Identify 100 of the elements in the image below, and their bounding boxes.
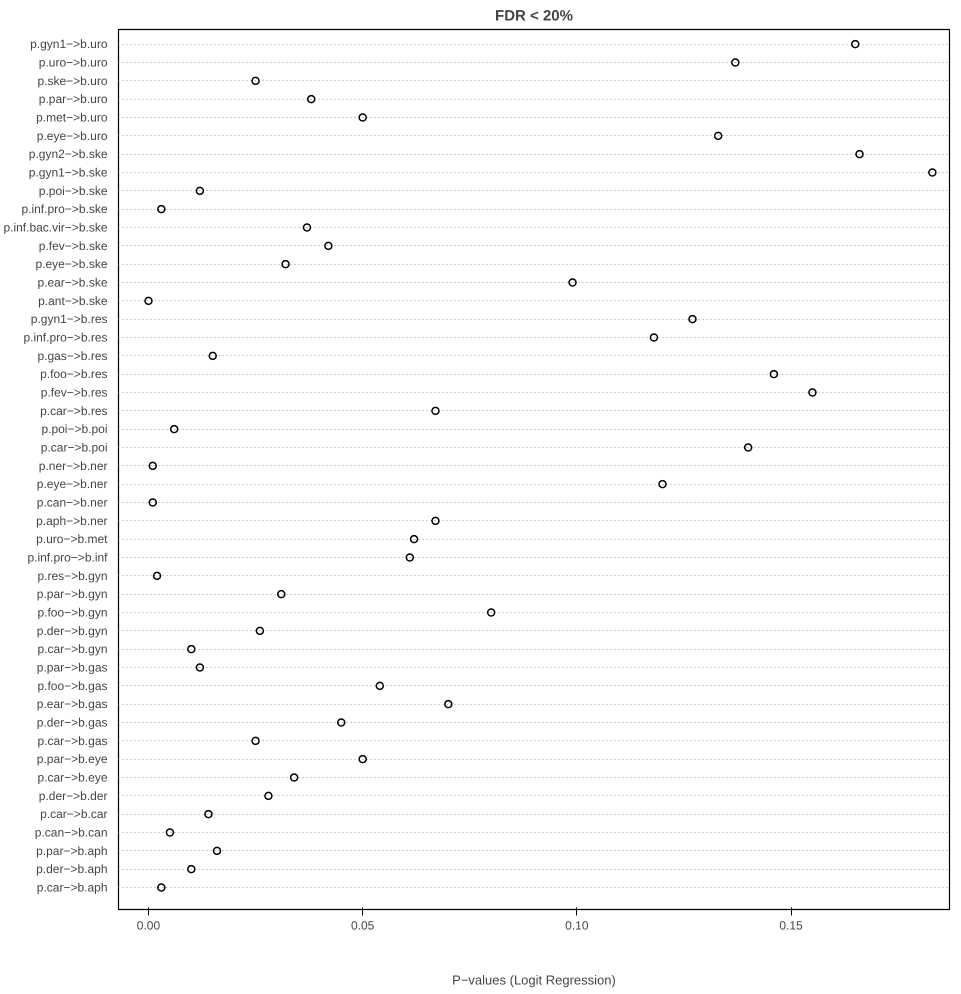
y-tick-label: p.gyn2−>b.ske <box>28 147 108 162</box>
y-tick-label: p.car−>b.gas <box>37 734 108 748</box>
y-tick-label: p.car−>b.gyn <box>37 642 108 656</box>
point <box>358 754 367 764</box>
point <box>808 388 817 397</box>
point <box>358 113 367 122</box>
y-tick-label: p.ear−>b.ske <box>37 276 108 290</box>
point <box>157 204 166 214</box>
point <box>714 132 722 140</box>
y-tick-label: p.fev−>b.ske <box>38 238 108 253</box>
point <box>144 296 153 306</box>
point <box>731 58 740 67</box>
y-tick-label: p.ner−>b.ner <box>38 458 108 473</box>
point <box>157 883 166 892</box>
point <box>204 810 213 818</box>
point <box>166 828 174 837</box>
y-tick-label: p.foo−>b.gas <box>37 678 108 693</box>
y-tick-label: p.inf.bac.vir−>b.ske <box>3 220 108 234</box>
point <box>928 168 937 177</box>
y-tick-label: p.car−>b.res <box>40 404 108 418</box>
point <box>187 644 196 654</box>
y-tick-label: p.ant−>b.ske <box>38 294 108 308</box>
point <box>170 424 178 434</box>
point <box>486 608 496 617</box>
point <box>444 700 453 708</box>
y-tick-label: p.par−>b.eye <box>36 752 108 766</box>
point <box>568 278 577 287</box>
x-axis-title: P−values (Logit Regression) <box>452 972 616 988</box>
point <box>256 626 264 636</box>
point <box>431 406 440 416</box>
point <box>212 846 222 856</box>
y-tick-label: p.car−>b.car <box>40 807 108 822</box>
point <box>187 864 196 874</box>
point <box>410 534 418 544</box>
y-tick-label: p.par−>b.aph <box>36 844 108 858</box>
y-tick-label: p.eye−>b.uro <box>36 128 108 143</box>
y-tick-label: p.car−>b.eye <box>37 770 108 784</box>
x-tick-label: 0.00 <box>136 918 160 932</box>
point <box>281 260 290 268</box>
point <box>744 443 752 452</box>
y-tick-label: p.ear−>b.gas <box>36 697 108 712</box>
chart-title: FDR < 20% <box>495 8 573 24</box>
point <box>277 590 286 598</box>
point <box>770 370 778 378</box>
point <box>302 223 312 232</box>
y-tick-label: p.can−>b.can <box>34 826 108 840</box>
point <box>855 150 864 158</box>
y-tick-label: p.eye−>b.ske <box>35 257 108 272</box>
point <box>290 773 298 782</box>
y-tick-label: p.car−>b.poi <box>40 440 108 454</box>
y-tick-label: p.par−>b.gyn <box>36 587 108 602</box>
y-tick-label: p.der−>b.gas <box>36 716 108 730</box>
point <box>264 792 273 800</box>
point <box>148 462 158 470</box>
x-tick-label: 0.05 <box>350 918 375 932</box>
point <box>148 498 158 507</box>
y-tick-label: p.foo−>b.res <box>40 367 108 382</box>
x-tick-label: 0.15 <box>779 918 804 932</box>
point <box>324 242 333 250</box>
y-tick-label: p.inf.pro−>b.ske <box>21 202 108 216</box>
y-tick-label: p.foo−>b.gyn <box>37 606 108 620</box>
point <box>196 663 204 672</box>
point <box>851 40 860 48</box>
point <box>208 352 217 360</box>
y-tick-label: p.ske−>b.uro <box>37 74 108 88</box>
y-tick-label: p.met−>b.uro <box>36 110 108 124</box>
point <box>251 736 260 746</box>
y-tick-label: p.par−>b.gas <box>36 660 108 674</box>
point <box>336 718 346 727</box>
y-tick-label: p.can−>b.ner <box>36 496 108 510</box>
point <box>650 333 658 342</box>
y-tick-label: p.poi−>b.poi <box>41 422 108 436</box>
point <box>658 480 667 488</box>
y-tick-label: p.gyn1−>b.ske <box>28 166 108 180</box>
y-tick-label: p.gas−>b.res <box>37 348 108 363</box>
y-tick-label: p.gyn1−>b.res <box>30 312 108 326</box>
y-tick-label: p.inf.pro−>b.inf <box>27 550 108 564</box>
x-tick-label: 0.10 <box>565 918 589 932</box>
point <box>307 94 316 104</box>
y-tick-label: p.gyn1−>b.uro <box>30 37 108 52</box>
y-tick-label: p.res−>b.gyn <box>37 568 108 583</box>
point <box>406 553 414 562</box>
point <box>376 682 384 690</box>
point <box>688 314 697 324</box>
y-tick-label: p.aph−>b.ner <box>36 514 108 528</box>
y-tick-label: p.uro−>b.met <box>36 532 108 546</box>
y-tick-label: p.uro−>b.uro <box>38 56 108 70</box>
point <box>152 572 162 580</box>
point <box>431 516 440 526</box>
y-tick-label: p.der−>b.gyn <box>36 624 108 638</box>
y-tick-label: p.eye−>b.ner <box>36 477 108 492</box>
y-tick-label: p.inf.pro−>b.res <box>23 330 108 344</box>
y-tick-label: p.der−>b.aph <box>36 862 108 876</box>
point <box>196 186 204 196</box>
y-tick-label: p.der−>b.der <box>38 788 108 803</box>
y-tick-label: p.poi−>b.ske <box>38 184 108 198</box>
y-tick-label: p.car−>b.aph <box>36 880 108 894</box>
point <box>251 76 260 86</box>
y-tick-label: p.par−>b.uro <box>38 92 108 106</box>
y-tick-label: p.fev−>b.res <box>40 386 108 400</box>
